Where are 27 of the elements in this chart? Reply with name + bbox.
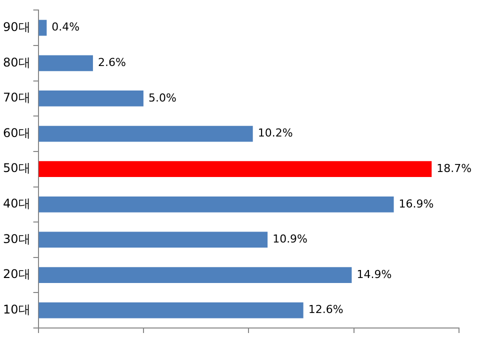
bar [38, 90, 144, 106]
y-tick-label: 60대 [2, 126, 30, 140]
data-label: 2.6% [98, 56, 126, 70]
y-tick-label: 50대 [2, 161, 30, 176]
data-label: 12.6% [308, 303, 344, 316]
bar [38, 232, 268, 248]
data-label: 14.9% [356, 268, 392, 281]
data-label: 18.7% [436, 162, 472, 175]
data-label: 10.9% [272, 232, 308, 246]
data-label: 10.2% [258, 126, 293, 140]
bar [38, 267, 352, 283]
bar [38, 126, 253, 142]
data-label: 0.4% [52, 20, 80, 34]
y-tick-label: 40대 [2, 196, 30, 211]
y-tick-label: 20대 [2, 267, 30, 282]
y-tick-label: 70대 [2, 90, 30, 105]
y-tick-label: 90대 [2, 20, 30, 34]
bar [38, 20, 47, 36]
data-label: 16.9% [398, 197, 434, 210]
bar [38, 302, 304, 318]
bar [38, 196, 394, 212]
y-tick-label: 80대 [2, 55, 30, 70]
bar [38, 55, 93, 72]
bar [38, 161, 432, 178]
data-label: 5.0% [148, 91, 176, 104]
y-tick-label: 30대 [2, 232, 30, 246]
y-tick-label: 10대 [2, 302, 30, 316]
